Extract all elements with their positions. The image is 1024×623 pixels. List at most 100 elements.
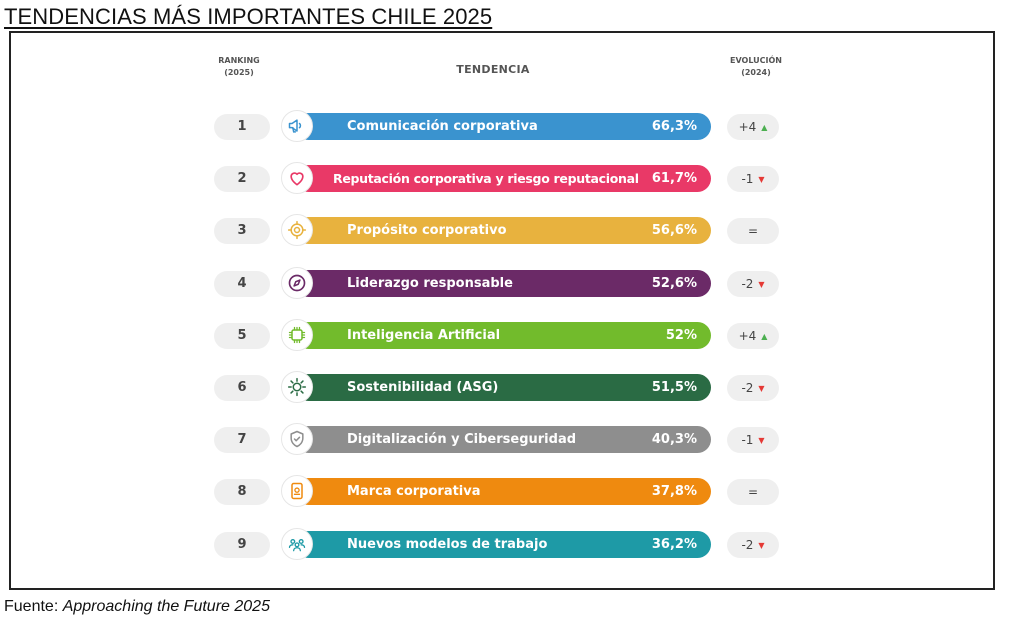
trend-label: Marca corporativa xyxy=(347,484,481,500)
rank-badge: 8 xyxy=(214,479,270,506)
trend-bar-group: Reputación corporativa y riesgo reputaci… xyxy=(281,162,711,195)
trend-bar-group: Nuevos modelos de trabajo 36,2% xyxy=(281,527,711,560)
trend-label: Sostenibilidad (ASG) xyxy=(347,380,499,395)
trend-row: 9 Nuevos modelos de trabajo 36,2% -2 ▼ xyxy=(11,527,993,561)
trend-row: 6 Sostenibilidad (ASG) 51,5% -2 ▼ xyxy=(11,371,993,404)
rank-badge: 5 xyxy=(214,322,270,349)
trend-bar: Sostenibilidad (ASG) 51,5% xyxy=(295,374,711,401)
trend-row: 3 Propósito corporativo 56,6% = xyxy=(11,214,993,247)
tendencia-header: TENDENCIA xyxy=(456,63,530,76)
arrow-up-icon: ▲ xyxy=(761,123,768,132)
evolution-value: -1 xyxy=(741,433,754,448)
rank-badge: 2 xyxy=(214,166,270,193)
trend-row: 2 Reputación corporativa y riesgo reputac… xyxy=(11,162,993,195)
source-note: Fuente: Approaching the Future 2025 xyxy=(4,598,270,616)
evolution-badge: = xyxy=(727,218,779,245)
trend-label: Propósito corporativo xyxy=(347,223,507,239)
arrow-down-icon: ▼ xyxy=(758,175,765,185)
evolution-value: = xyxy=(747,224,759,239)
chip-icon xyxy=(281,318,313,351)
trend-row: 8 Marca corporativa 37,8% = xyxy=(11,475,993,508)
evolution-value: +4 xyxy=(738,328,757,343)
trend-bar-group: Propósito corporativo 56,6% xyxy=(281,214,711,247)
trend-value: 40,3% xyxy=(651,432,697,448)
evolution-value: = xyxy=(747,485,759,500)
trend-bar: Liderazgo responsable 52,6% xyxy=(295,269,711,297)
trend-value: 61,7% xyxy=(651,171,697,187)
evolution-badge: -2 ▼ xyxy=(727,375,779,401)
evolution-value: -2 xyxy=(741,381,754,395)
evolution-badge: -1 ▼ xyxy=(727,427,779,454)
rank-badge: 1 xyxy=(214,114,270,140)
sun-icon xyxy=(281,371,313,403)
rank-badge: 6 xyxy=(214,375,270,401)
evolution-badge: = xyxy=(727,479,779,506)
evolution-value: -1 xyxy=(741,172,754,187)
trend-row: 5 Inteligencia Artificial 52% +4 ▲ xyxy=(11,318,993,352)
ranking-header: RANKING (2025) xyxy=(211,55,267,79)
trend-label: Liderazgo responsable xyxy=(347,275,513,291)
arrow-down-icon: ▼ xyxy=(758,540,765,550)
trend-value: 52% xyxy=(665,327,697,343)
people-icon xyxy=(281,527,313,560)
rank-badge: 3 xyxy=(214,218,270,245)
arrow-down-icon: ▼ xyxy=(758,384,765,393)
trend-row: 1 Comunicación corporativa 66,3% +4 ▲ xyxy=(11,110,993,143)
evolution-badge: -2 ▼ xyxy=(727,270,779,297)
megaphone-icon xyxy=(281,110,313,142)
source-prefix: Fuente: xyxy=(4,598,63,615)
rank-badge: 4 xyxy=(214,270,270,297)
compass-icon xyxy=(281,266,313,299)
arrow-up-icon: ▲ xyxy=(761,331,768,341)
shield-icon xyxy=(281,423,313,456)
target-icon xyxy=(281,214,313,247)
heart-icon xyxy=(281,162,313,195)
evolucion-header-line1: EVOLUCIÓN xyxy=(730,56,782,65)
trend-label: Comunicación corporativa xyxy=(347,119,538,134)
trend-bar-group: Marca corporativa 37,8% xyxy=(281,475,711,508)
trend-label: Digitalización y Ciberseguridad xyxy=(347,432,577,448)
trend-value: 51,5% xyxy=(651,380,697,395)
trend-row: 4 Liderazgo responsable 52,6% -2 ▼ xyxy=(11,266,993,300)
trend-label: Inteligencia Artificial xyxy=(347,327,501,343)
evolution-value: -2 xyxy=(741,537,754,552)
evolucion-header-line2: (2024) xyxy=(741,68,771,77)
rank-badge: 7 xyxy=(214,427,270,454)
trend-value: 52,6% xyxy=(651,275,697,291)
trend-bar-group: Inteligencia Artificial 52% xyxy=(281,318,711,351)
source-name: Approaching the Future 2025 xyxy=(62,598,270,615)
badge-icon xyxy=(281,475,313,508)
trend-value: 37,8% xyxy=(651,484,697,500)
evolution-badge: +4 ▲ xyxy=(727,322,779,349)
trend-value: 36,2% xyxy=(651,536,697,552)
ranking-header-line1: RANKING xyxy=(218,56,260,65)
evolution-badge: -2 ▼ xyxy=(727,531,779,558)
trend-bar: Propósito corporativo 56,6% xyxy=(295,217,711,245)
evolution-value: +4 xyxy=(738,120,757,134)
trend-bar-group: Comunicación corporativa 66,3% xyxy=(281,110,711,142)
evolution-badge: +4 ▲ xyxy=(727,114,779,140)
trend-bar: Inteligencia Artificial 52% xyxy=(295,321,711,349)
evolution-value: -2 xyxy=(741,276,754,291)
rank-badge: 9 xyxy=(214,531,270,558)
evolution-badge: -1 ▼ xyxy=(727,166,779,193)
trend-bar: Comunicación corporativa 66,3% xyxy=(295,113,711,140)
trend-bar-group: Liderazgo responsable 52,6% xyxy=(281,266,711,299)
ranking-header-line2: (2025) xyxy=(224,68,254,77)
arrow-down-icon: ▼ xyxy=(758,436,765,446)
page-title: TENDENCIAS MÁS IMPORTANTES CHILE 2025 xyxy=(4,4,493,29)
trend-label: Nuevos modelos de trabajo xyxy=(347,536,548,552)
trend-value: 66,3% xyxy=(651,119,697,134)
trend-bar: Marca corporativa 37,8% xyxy=(295,478,711,506)
evolucion-header: EVOLUCIÓN (2024) xyxy=(716,55,796,79)
trend-bar-group: Sostenibilidad (ASG) 51,5% xyxy=(281,371,711,403)
trend-bar-group: Digitalización y Ciberseguridad 40,3% xyxy=(281,423,711,456)
trend-value: 56,6% xyxy=(651,223,697,239)
trend-label: Reputación corporativa y riesgo reputaci… xyxy=(333,171,639,187)
arrow-down-icon: ▼ xyxy=(758,279,765,289)
trend-row: 7 Digitalización y Ciberseguridad 40,3% -1 ▼ xyxy=(11,423,993,456)
trend-bar: Nuevos modelos de trabajo 36,2% xyxy=(295,530,711,558)
trend-bar: Reputación corporativa y riesgo reputaci… xyxy=(295,165,711,193)
chart-frame: RANKING (2025) TENDENCIA EVOLUCIÓN (2024… xyxy=(9,31,995,590)
trend-bar: Digitalización y Ciberseguridad 40,3% xyxy=(295,426,711,454)
